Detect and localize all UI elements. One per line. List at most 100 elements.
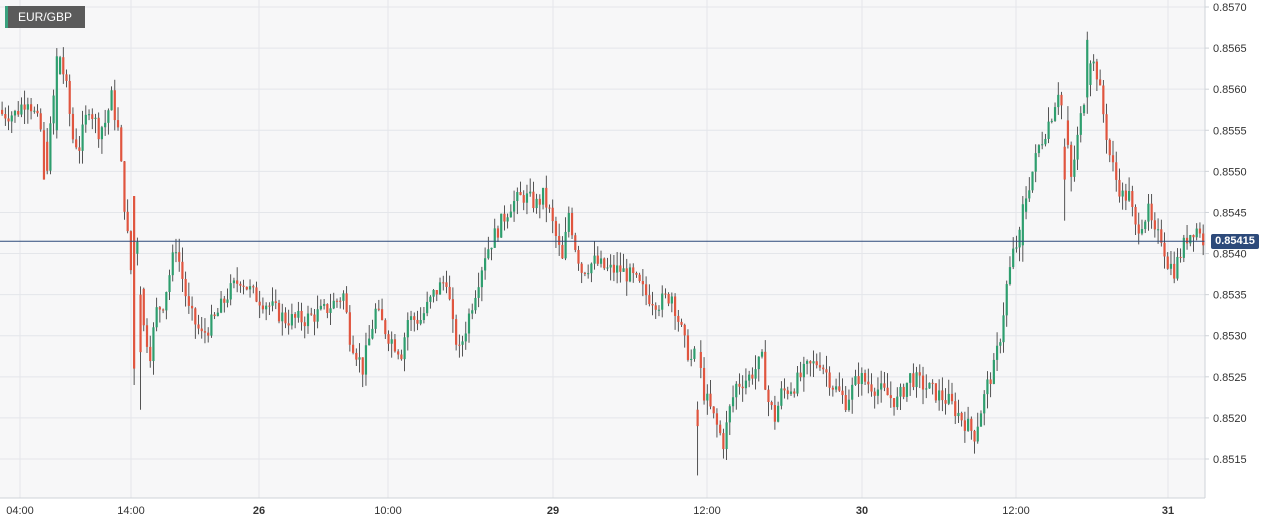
candle xyxy=(58,55,62,75)
candle-body xyxy=(883,383,886,388)
candle xyxy=(860,367,863,396)
candle-body xyxy=(1,109,4,115)
candle xyxy=(622,253,625,272)
candle xyxy=(609,254,612,281)
candle-body xyxy=(306,313,310,327)
candle-body xyxy=(838,386,841,391)
y-tick-label: 0.8525 xyxy=(1213,372,1247,384)
candle-body xyxy=(516,192,519,202)
candle xyxy=(400,349,403,361)
candle xyxy=(100,125,104,154)
candle-body xyxy=(197,324,200,329)
candle xyxy=(445,270,448,294)
candle xyxy=(139,286,142,410)
candle xyxy=(409,310,413,331)
candle xyxy=(841,378,844,404)
candle-body xyxy=(1111,155,1115,163)
candle-body xyxy=(145,325,149,347)
candle xyxy=(719,420,722,436)
candle-body xyxy=(757,356,760,370)
candle xyxy=(1076,126,1079,170)
candle-body xyxy=(297,310,300,318)
candle-body xyxy=(657,309,661,311)
candle xyxy=(519,181,522,196)
candle-body xyxy=(760,351,764,357)
candle xyxy=(255,281,258,303)
candle-body xyxy=(1073,159,1076,177)
candle-body xyxy=(799,372,802,378)
candle-body xyxy=(880,383,883,390)
candle xyxy=(806,359,809,375)
candle xyxy=(702,357,706,405)
candle xyxy=(252,284,255,294)
y-tick-label: 0.8535 xyxy=(1213,290,1247,302)
candle xyxy=(326,303,329,319)
candle xyxy=(33,106,36,114)
candle xyxy=(812,350,815,377)
candle-body xyxy=(522,195,525,203)
candle xyxy=(590,262,593,283)
candle-body xyxy=(1131,191,1134,207)
candle xyxy=(905,382,909,402)
candle-body xyxy=(75,139,78,148)
candle-body xyxy=(358,357,361,360)
candle-body xyxy=(364,345,368,375)
candle-body xyxy=(326,304,329,313)
candle xyxy=(413,312,416,332)
candle xyxy=(999,338,1002,354)
candle-body xyxy=(725,422,728,450)
candle xyxy=(1070,141,1073,192)
candle-body xyxy=(84,114,87,125)
candle-body xyxy=(345,293,348,313)
candle-body xyxy=(651,304,654,306)
candle xyxy=(403,332,406,372)
candle-body xyxy=(941,390,944,401)
candle xyxy=(538,194,541,219)
candle-body xyxy=(300,310,303,323)
candle-body xyxy=(561,244,564,259)
candle xyxy=(261,297,265,314)
candle xyxy=(397,349,400,360)
candle-body xyxy=(957,412,960,417)
candle-body xyxy=(1089,63,1092,85)
candle-body xyxy=(1124,190,1127,201)
candle-body xyxy=(677,315,680,322)
candle xyxy=(909,372,912,396)
candle-body xyxy=(1121,190,1124,197)
candle-body xyxy=(690,358,693,360)
candle xyxy=(113,79,116,131)
candle-body xyxy=(1028,190,1031,199)
candle xyxy=(329,293,332,326)
candle xyxy=(316,295,319,329)
candle-body xyxy=(612,264,615,273)
candle-body xyxy=(13,110,17,116)
candle-body xyxy=(168,275,171,293)
candle xyxy=(1128,177,1131,202)
candle xyxy=(223,295,226,313)
candle-body xyxy=(1079,113,1082,135)
candle-body xyxy=(226,299,229,303)
candle xyxy=(265,302,268,321)
candle-body xyxy=(239,283,242,286)
candle xyxy=(355,348,358,367)
candle-body xyxy=(207,332,210,336)
candle-body xyxy=(744,380,748,389)
candle xyxy=(1005,280,1008,327)
candle-body xyxy=(33,110,36,112)
candle-body xyxy=(793,391,796,394)
x-tick-label: 12:00 xyxy=(1002,505,1030,517)
candle-body xyxy=(1176,256,1179,279)
candle-body xyxy=(532,191,535,209)
candle xyxy=(313,308,316,336)
candle-body xyxy=(1179,256,1182,258)
candle-body xyxy=(954,401,957,417)
candle-body xyxy=(17,110,20,115)
candle xyxy=(532,181,535,213)
candle xyxy=(62,47,65,84)
candle xyxy=(657,305,661,317)
candle xyxy=(75,128,78,150)
candle xyxy=(570,207,574,239)
candle-body xyxy=(841,390,844,396)
candle-body xyxy=(764,351,767,390)
